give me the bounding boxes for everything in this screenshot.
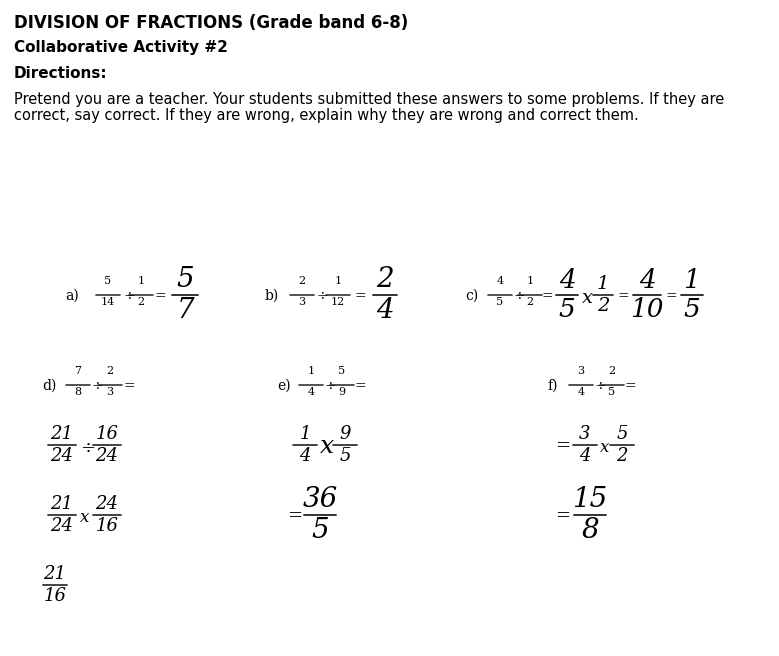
Text: 24: 24 (96, 495, 118, 513)
Text: 9: 9 (338, 387, 346, 397)
Text: 14: 14 (100, 297, 115, 307)
Text: 12: 12 (331, 297, 345, 307)
Text: 3: 3 (577, 366, 584, 376)
Text: b): b) (265, 289, 279, 303)
Text: 8: 8 (581, 517, 599, 544)
Text: 4: 4 (580, 447, 590, 465)
Text: ÷: ÷ (325, 379, 337, 393)
Text: 4: 4 (496, 276, 503, 286)
Text: =: = (555, 437, 570, 455)
Text: ÷: ÷ (514, 289, 526, 303)
Text: =: = (124, 379, 136, 393)
Text: 16: 16 (96, 517, 118, 535)
Text: 24: 24 (51, 447, 73, 465)
Text: 1: 1 (137, 276, 145, 286)
Text: =: = (355, 289, 367, 303)
Text: 7: 7 (176, 297, 194, 324)
Text: 5: 5 (176, 266, 194, 293)
Text: ÷: ÷ (595, 379, 607, 393)
Text: DIVISION OF FRACTIONS (Grade band 6-8): DIVISION OF FRACTIONS (Grade band 6-8) (14, 14, 408, 32)
Text: 4: 4 (308, 387, 315, 397)
Text: 21: 21 (44, 565, 66, 583)
Text: Pretend you are a teacher. Your students submitted these answers to some problem: Pretend you are a teacher. Your students… (14, 92, 724, 107)
Text: 16: 16 (44, 587, 66, 605)
Text: ÷: ÷ (80, 439, 95, 457)
Text: =: = (355, 379, 367, 393)
Text: ÷: ÷ (124, 289, 136, 303)
Text: 8: 8 (75, 387, 82, 397)
Text: 1: 1 (684, 268, 700, 293)
Text: e): e) (277, 379, 291, 393)
Text: 1: 1 (597, 275, 609, 293)
Text: =: = (618, 289, 629, 303)
Text: 4: 4 (577, 387, 584, 397)
Text: Directions:: Directions: (14, 66, 108, 81)
Text: x: x (600, 439, 609, 456)
Text: d): d) (42, 379, 56, 393)
Text: 3: 3 (580, 425, 590, 443)
Text: ÷: ÷ (92, 379, 104, 393)
Text: 4: 4 (299, 447, 311, 465)
Text: Collaborative Activity #2: Collaborative Activity #2 (14, 40, 228, 55)
Text: 2: 2 (597, 297, 609, 315)
Text: correct, say correct. If they are wrong, explain why they are wrong and correct : correct, say correct. If they are wrong,… (14, 108, 639, 123)
Text: 5: 5 (684, 297, 700, 322)
Text: x: x (320, 435, 334, 458)
Text: a): a) (65, 289, 79, 303)
Text: =: = (542, 289, 554, 303)
Text: 21: 21 (51, 495, 73, 513)
Text: 1: 1 (308, 366, 315, 376)
Text: 4: 4 (376, 297, 394, 324)
Text: 3: 3 (298, 297, 305, 307)
Text: 2: 2 (107, 366, 114, 376)
Text: 5: 5 (559, 297, 576, 322)
Text: =: = (625, 379, 636, 393)
Text: 4: 4 (639, 268, 655, 293)
Text: 5: 5 (608, 387, 615, 397)
Text: 36: 36 (302, 486, 337, 513)
Text: 21: 21 (51, 425, 73, 443)
Text: 1: 1 (527, 276, 534, 286)
Text: 24: 24 (51, 517, 73, 535)
Text: c): c) (465, 289, 478, 303)
Text: x: x (80, 509, 90, 526)
Text: 2: 2 (298, 276, 305, 286)
Text: =: = (155, 289, 167, 303)
Text: 24: 24 (96, 447, 118, 465)
Text: x: x (582, 289, 593, 307)
Text: 1: 1 (334, 276, 341, 286)
Text: 15: 15 (573, 486, 608, 513)
Text: 3: 3 (107, 387, 114, 397)
Text: =: = (666, 289, 678, 303)
Text: 5: 5 (338, 366, 346, 376)
Text: 5: 5 (311, 517, 329, 544)
Text: 5: 5 (339, 447, 351, 465)
Text: 10: 10 (630, 297, 664, 322)
Text: 9: 9 (339, 425, 351, 443)
Text: 1: 1 (299, 425, 311, 443)
Text: 16: 16 (96, 425, 118, 443)
Text: =: = (287, 507, 302, 525)
Text: f): f) (547, 379, 558, 393)
Text: 5: 5 (616, 425, 628, 443)
Text: 2: 2 (616, 447, 628, 465)
Text: ÷: ÷ (317, 289, 329, 303)
Text: =: = (555, 507, 570, 525)
Text: 4: 4 (559, 268, 576, 293)
Text: 5: 5 (496, 297, 503, 307)
Text: 2: 2 (376, 266, 394, 293)
Text: 2: 2 (608, 366, 615, 376)
Text: 2: 2 (527, 297, 534, 307)
Text: 7: 7 (75, 366, 82, 376)
Text: 5: 5 (104, 276, 111, 286)
Text: 2: 2 (137, 297, 145, 307)
